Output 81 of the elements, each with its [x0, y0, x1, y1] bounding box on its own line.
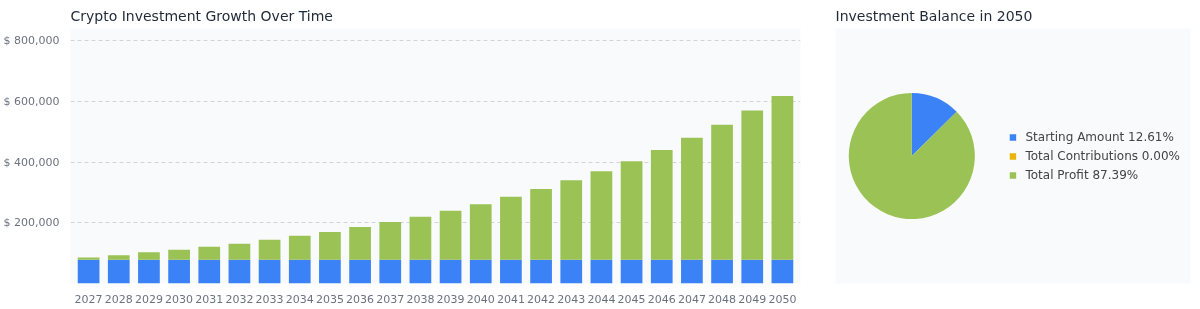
bar: [439, 259, 462, 284]
bar: [771, 95, 794, 260]
bar: [711, 259, 733, 284]
bar: [319, 259, 341, 284]
bar: [650, 259, 673, 284]
x-tick-label: 2049: [738, 292, 767, 306]
x-tick-label: 2044: [587, 292, 616, 306]
bar: [681, 137, 703, 260]
x-tick-label: 2027: [74, 292, 103, 306]
x-tick-label: 2033: [255, 292, 284, 306]
bar: [681, 259, 703, 284]
bar: [138, 252, 160, 260]
bar: [107, 259, 130, 284]
bar: [711, 124, 733, 260]
bar: [138, 259, 160, 284]
bar: [228, 243, 251, 260]
legend-label: Total Contributions 0.00%: [1025, 148, 1180, 163]
x-tick-label: 2046: [647, 292, 676, 306]
y-tick-label: $ 800,000: [3, 34, 60, 48]
x-tick-label: 2048: [708, 292, 737, 306]
chart-title: Investment Balance in 2050: [835, 7, 1033, 24]
bar: [288, 259, 311, 284]
bar: [500, 259, 522, 284]
bar: [77, 257, 100, 260]
x-tick-label: 2041: [496, 292, 525, 306]
chart-title: Crypto Investment Growth Over Time: [70, 7, 333, 24]
bar: [258, 259, 281, 284]
bar: [168, 249, 190, 260]
bar: [379, 221, 402, 260]
x-tick-label: 2039: [436, 292, 465, 306]
x-tick-label: 2032: [225, 292, 254, 306]
bar: [258, 239, 281, 260]
bar: [530, 259, 552, 284]
bar: [620, 259, 643, 284]
x-tick-label: 2040: [466, 292, 495, 306]
bar: [288, 235, 311, 260]
bar: [530, 189, 552, 260]
bar: [198, 259, 221, 284]
bar: [469, 259, 492, 284]
x-tick-label: 2030: [165, 292, 194, 306]
bar: [620, 161, 643, 260]
x-tick-label: 2045: [617, 292, 646, 306]
x-tick-label: 2035: [315, 292, 344, 306]
x-tick-label: 2050: [768, 292, 797, 306]
bar: [560, 180, 583, 260]
x-tick-label: 2036: [346, 292, 375, 306]
legend-label: Starting Amount 12.61%: [1025, 129, 1174, 144]
bar: [349, 227, 371, 260]
bar: [560, 259, 583, 284]
bar: [409, 259, 432, 284]
bar: [590, 259, 613, 284]
bar: [379, 259, 402, 284]
bar: [590, 171, 613, 260]
bar: [228, 259, 251, 284]
x-tick-label: 2042: [527, 292, 556, 306]
bar: [107, 255, 130, 260]
bar: [500, 196, 522, 260]
bar: [439, 210, 462, 260]
x-tick-label: 2047: [677, 292, 706, 306]
bar: [77, 259, 100, 284]
y-tick-label: $ 600,000: [3, 94, 60, 108]
bar: [650, 149, 673, 260]
y-tick-label: $ 400,000: [3, 155, 60, 169]
x-tick-label: 2034: [285, 292, 314, 306]
bar: [319, 231, 341, 260]
x-tick-label: 2031: [195, 292, 224, 306]
bar: [409, 216, 432, 260]
bar: [198, 246, 221, 260]
x-tick-label: 2029: [134, 292, 163, 306]
x-tick-label: 2038: [406, 292, 435, 306]
x-tick-label: 2043: [557, 292, 586, 306]
bar: [469, 204, 492, 260]
x-tick-label: 2028: [104, 292, 133, 306]
bar: [771, 259, 794, 284]
bar: [741, 259, 764, 284]
bar: [349, 259, 371, 284]
legend-label: Total Profit 87.39%: [1025, 167, 1139, 182]
bar: [168, 259, 190, 284]
bar: [741, 110, 764, 260]
x-tick-label: 2037: [376, 292, 405, 306]
y-tick-label: $ 200,000: [3, 216, 60, 230]
